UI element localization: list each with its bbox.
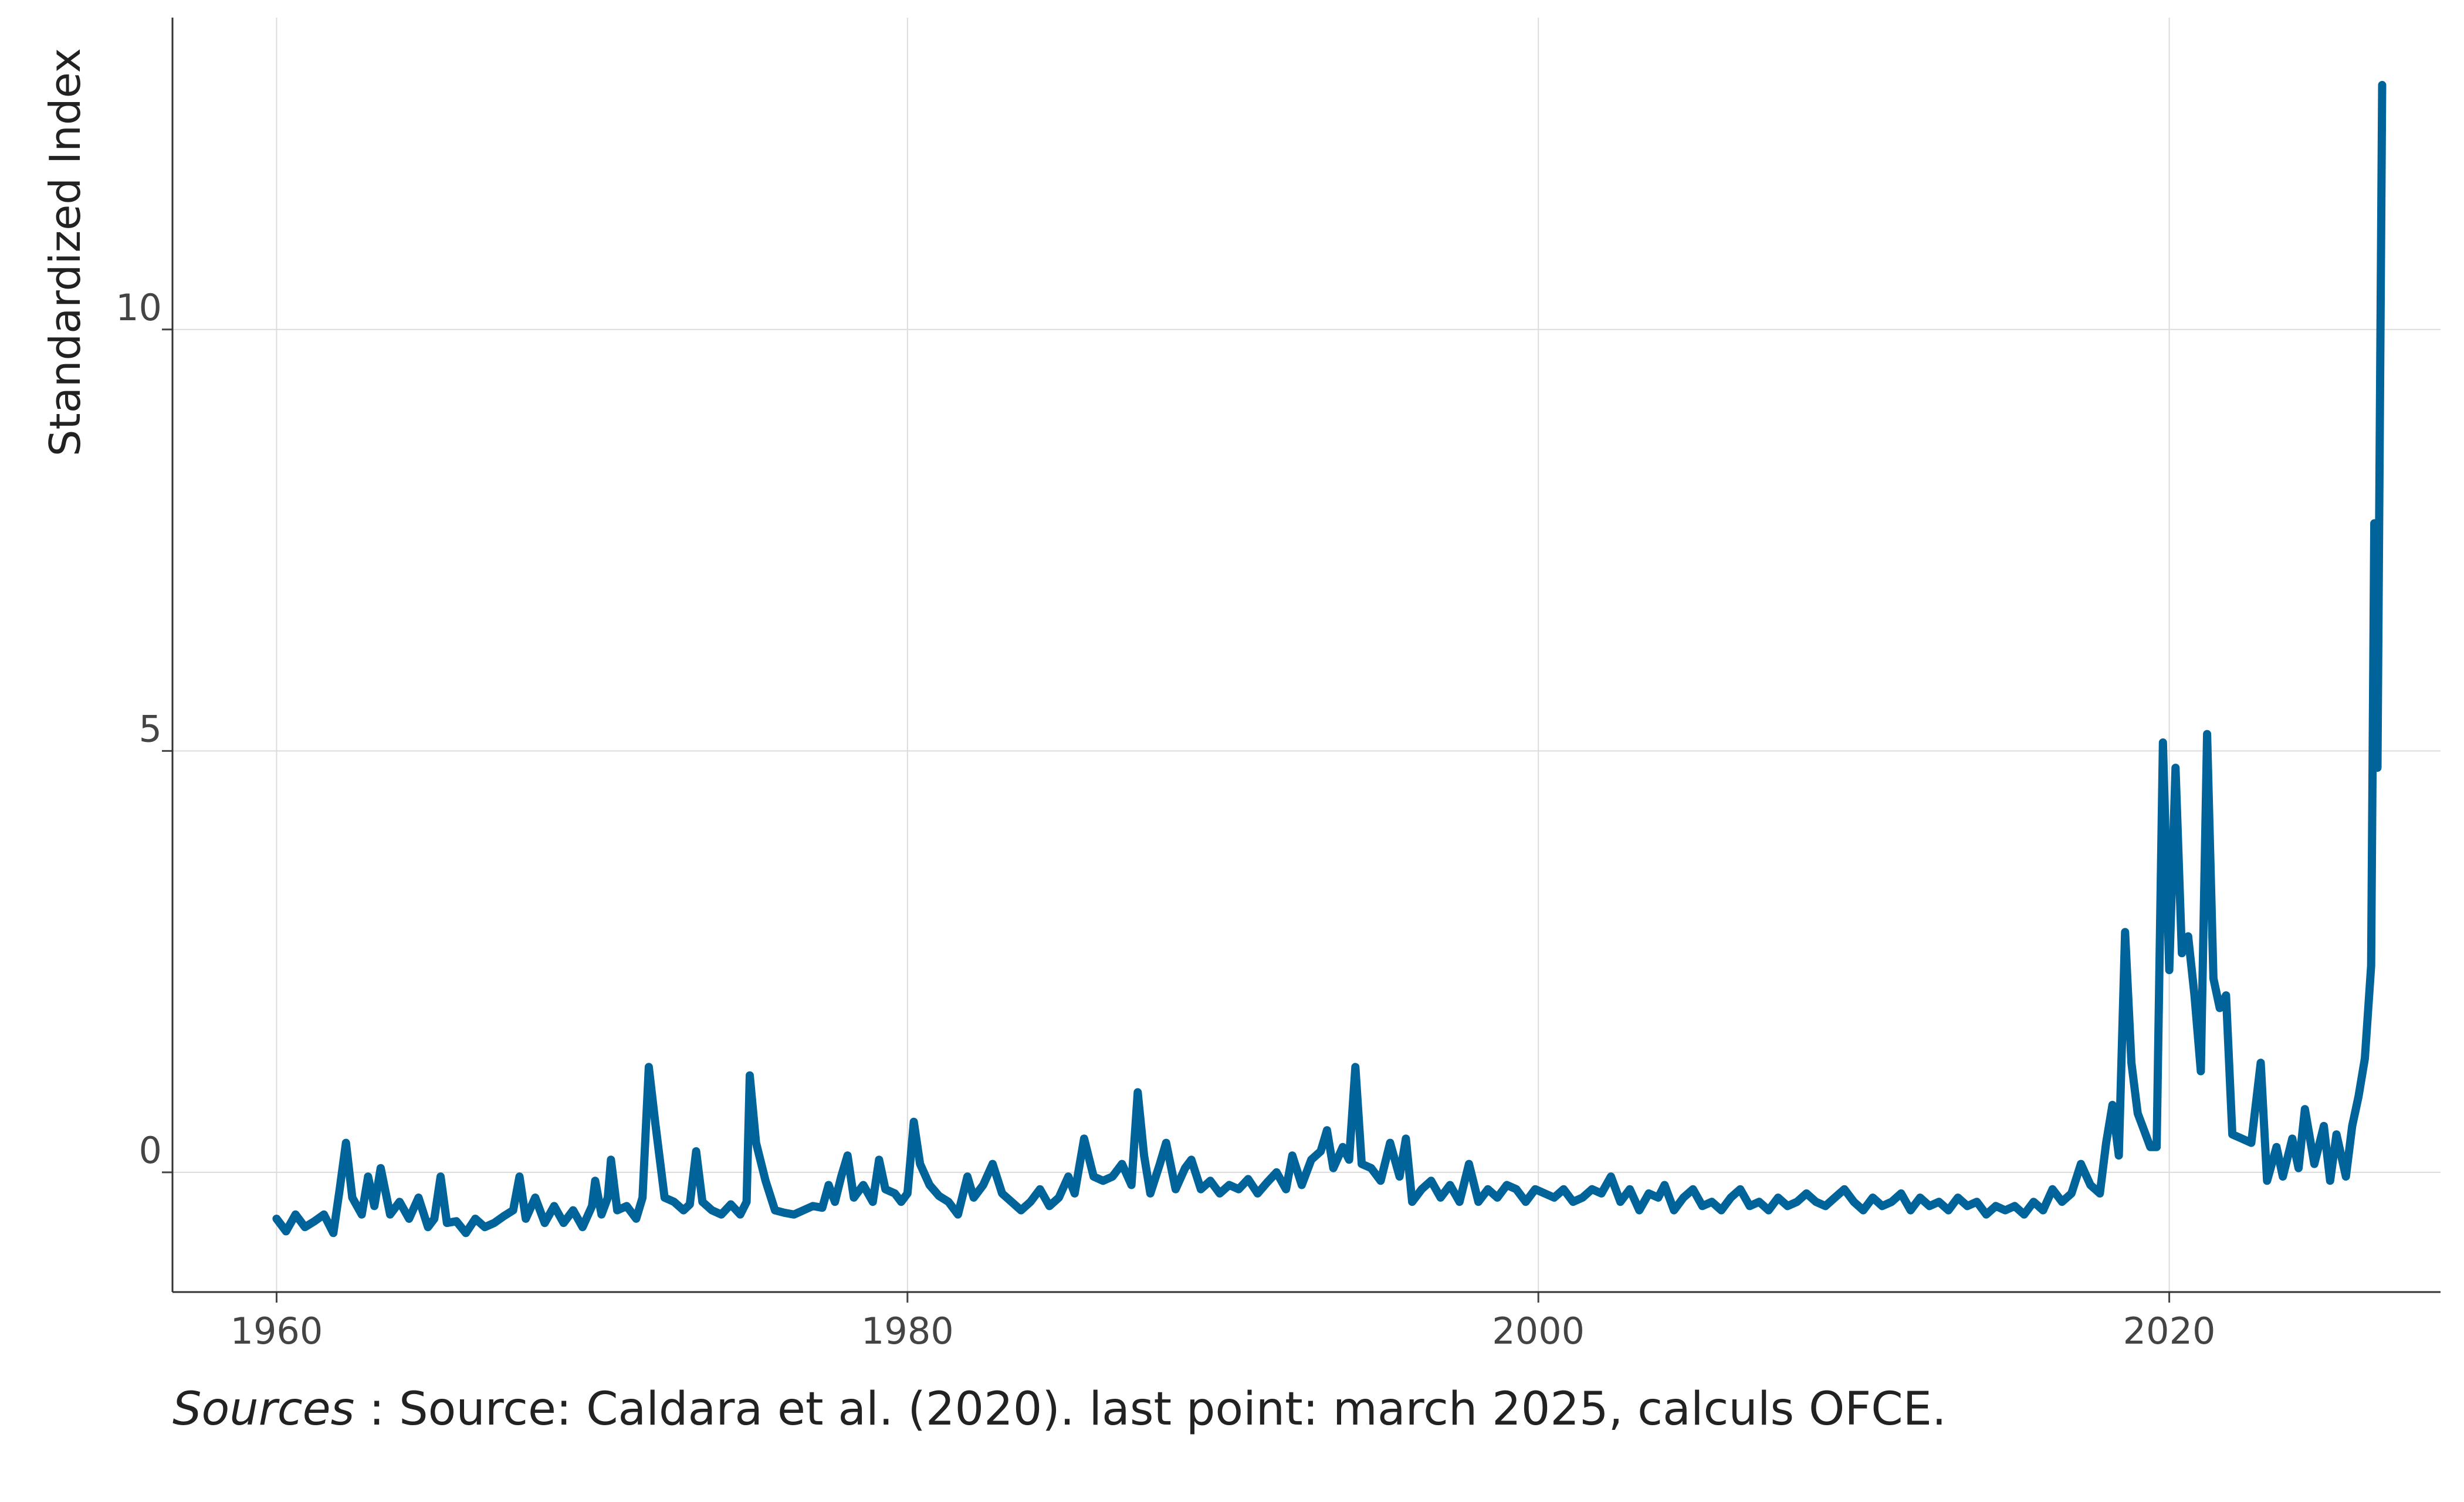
source-caption: Sources : Source: Caldara et al. (2020).… bbox=[172, 1383, 1947, 1436]
y-axis-title: Standardized Index bbox=[40, 48, 90, 456]
x-tick-label-1960: 1960 bbox=[231, 1310, 323, 1352]
x-tick-label-1980: 1980 bbox=[861, 1310, 954, 1352]
y-tick-label-10: 10 bbox=[116, 286, 162, 329]
gridlines bbox=[172, 18, 2441, 1292]
axes bbox=[162, 18, 2441, 1303]
source-caption-text: : Source: Caldara et al. (2020). last po… bbox=[354, 1383, 1947, 1436]
x-tick-label-2000: 2000 bbox=[1492, 1310, 1585, 1352]
series-line-0 bbox=[272, 81, 2387, 1237]
y-tick-label-5: 5 bbox=[139, 707, 162, 750]
tick-labels: 1960 1980 2000 2020 0 5 10 bbox=[116, 286, 2215, 1352]
x-tick-label-2020: 2020 bbox=[2123, 1310, 2216, 1352]
series-layer bbox=[272, 81, 2387, 1237]
source-caption-lead: Sources bbox=[172, 1383, 355, 1436]
y-tick-label-0: 0 bbox=[139, 1129, 162, 1172]
